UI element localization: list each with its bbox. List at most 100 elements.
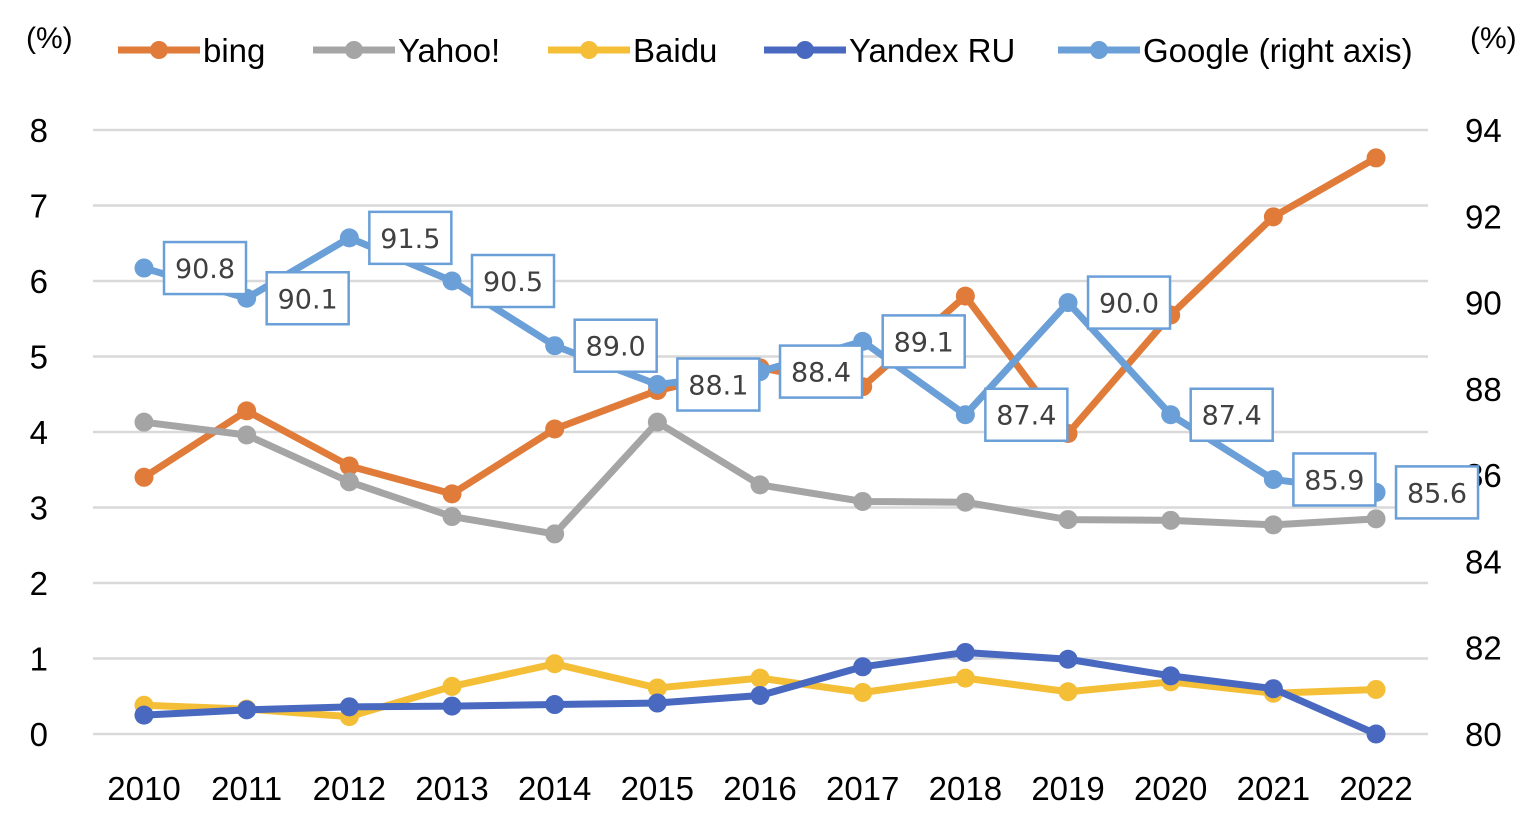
data-label-box	[1394, 465, 1480, 520]
data-label: 90.5	[470, 253, 556, 309]
data-point	[750, 475, 770, 495]
data-point	[237, 425, 257, 445]
data-label-text: 90.8	[175, 254, 235, 285]
data-point	[1366, 509, 1386, 529]
data-label-box	[984, 387, 1069, 442]
data-point	[339, 456, 359, 476]
legend-item: Google (right axis)	[1058, 32, 1413, 69]
series-layer	[134, 148, 1386, 744]
x-tick-label: 2021	[1237, 770, 1310, 807]
data-point	[647, 678, 667, 698]
data-point	[545, 654, 565, 674]
data-labels: 90.8 90.1 91.5 90.5 89.0 88.1 88.4 89.1 87.4 90.0…	[162, 210, 1480, 520]
x-tick-label: 2019	[1031, 770, 1104, 807]
data-label-text: 87.4	[996, 401, 1056, 432]
x-tick-label: 2022	[1339, 770, 1412, 807]
right-tick-label: 94	[1465, 112, 1502, 149]
data-label: 90.1	[265, 271, 350, 326]
data-label: 88.1	[676, 357, 761, 412]
data-point	[1161, 510, 1181, 530]
data-point	[545, 695, 565, 715]
data-point	[1263, 469, 1283, 489]
data-point	[134, 258, 154, 278]
data-point	[237, 401, 257, 421]
data-label-box	[881, 314, 966, 369]
x-axis-ticks: 2010 2011 2012 2013 2014 2015 2016 2017 2018 2019…	[107, 770, 1412, 807]
data-label-text: 88.1	[688, 371, 748, 402]
data-label: 87.4	[1189, 387, 1274, 442]
data-point	[442, 676, 462, 696]
right-tick-label: 90	[1465, 285, 1502, 322]
data-point	[339, 228, 359, 248]
left-axis-ticks: 0 1 2 3 4 5 6 7 8	[30, 112, 48, 753]
data-point	[339, 697, 359, 717]
left-tick-label: 1	[30, 641, 48, 678]
series-bing	[134, 148, 1386, 504]
left-tick-label: 5	[30, 339, 48, 376]
data-label: 87.4	[984, 387, 1069, 442]
data-label-box	[573, 318, 658, 373]
right-tick-label: 82	[1465, 630, 1502, 667]
left-tick-label: 6	[30, 263, 48, 300]
data-point	[545, 524, 565, 544]
right-axis-unit: (%)	[1470, 22, 1517, 55]
x-tick-label: 2013	[415, 770, 488, 807]
x-tick-label: 2020	[1134, 770, 1207, 807]
data-point	[955, 405, 975, 425]
legend-label: Baidu	[633, 32, 717, 69]
legend-label: bing	[203, 32, 265, 69]
x-tick-label: 2017	[826, 770, 899, 807]
data-label: 90.0	[1086, 275, 1172, 330]
data-label-text: 89.0	[586, 332, 646, 363]
x-tick-label: 2010	[107, 770, 180, 807]
data-point	[237, 700, 257, 720]
data-label-box	[162, 240, 248, 296]
data-point	[1263, 207, 1283, 227]
legend: bing Yahoo! Baidu Yandex RU Google (right ax…	[118, 32, 1413, 69]
data-label-box	[1189, 387, 1274, 442]
data-point	[1161, 666, 1181, 686]
left-tick-label: 8	[30, 112, 48, 149]
data-point	[545, 336, 565, 356]
legend-swatch-marker	[796, 41, 814, 59]
data-label-text: 90.1	[278, 284, 338, 315]
series-line	[140, 154, 1380, 498]
data-label-box	[1292, 452, 1377, 507]
data-point	[750, 685, 770, 705]
legend-label: Yahoo!	[398, 32, 500, 69]
series-yandex-ru	[134, 642, 1386, 744]
data-point	[134, 412, 154, 432]
data-label-box	[265, 271, 350, 326]
data-point	[853, 491, 873, 511]
data-point	[442, 507, 462, 527]
legend-item: bing	[118, 32, 265, 69]
data-label-text: 88.4	[791, 358, 851, 389]
data-label-box	[1086, 275, 1172, 330]
data-label-text: 85.9	[1304, 465, 1364, 496]
data-point	[955, 492, 975, 512]
data-label-box	[778, 344, 864, 399]
data-label: 85.6	[1394, 465, 1480, 520]
data-label-box	[368, 210, 453, 266]
data-point	[442, 271, 462, 291]
data-label: 90.8	[162, 240, 248, 296]
data-point	[1058, 293, 1078, 313]
x-tick-label: 2015	[621, 770, 694, 807]
left-axis-unit: (%)	[26, 22, 73, 55]
data-label-box	[676, 357, 761, 412]
data-point	[339, 472, 359, 492]
legend-swatch-marker	[580, 41, 598, 59]
data-label: 91.5	[368, 210, 453, 266]
left-tick-label: 0	[30, 716, 48, 753]
data-point	[442, 696, 462, 716]
data-point	[1366, 679, 1386, 699]
series-yahoo	[134, 412, 1386, 544]
legend-item: Yandex RU	[764, 32, 1015, 69]
data-label-text: 89.1	[894, 327, 954, 358]
data-point	[1058, 510, 1078, 530]
data-point	[853, 657, 873, 677]
right-tick-label: 84	[1465, 543, 1502, 580]
legend-label: Google (right axis)	[1143, 32, 1413, 69]
